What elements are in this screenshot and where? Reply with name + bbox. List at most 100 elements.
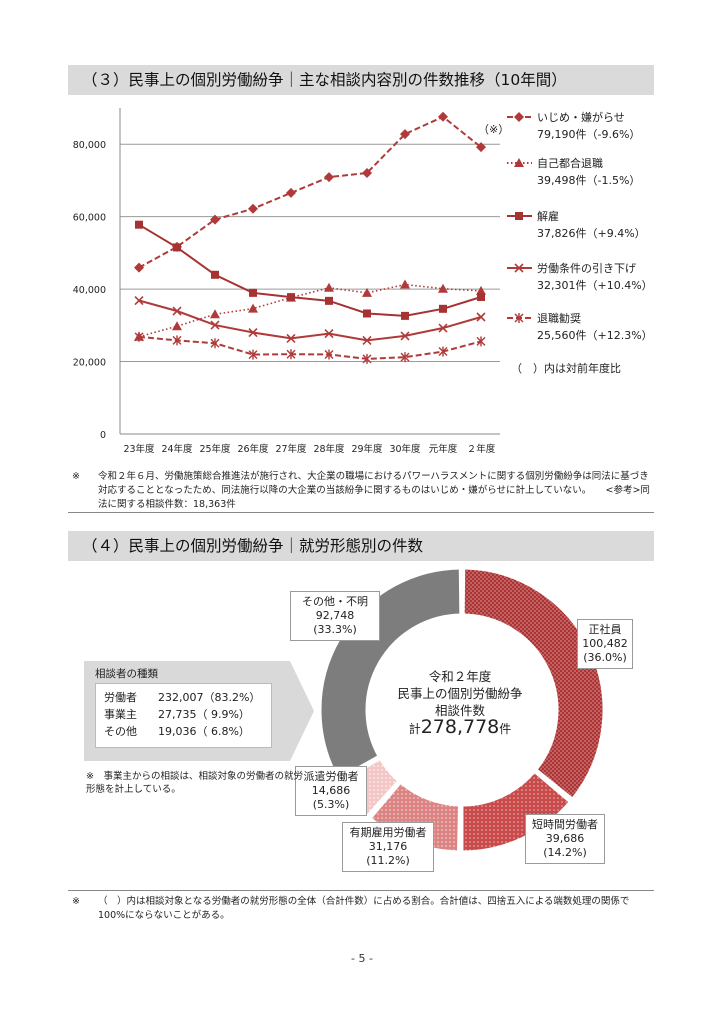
- data-point: [172, 321, 182, 331]
- legend-marker: [515, 212, 523, 220]
- x-tick-label: 24年度: [161, 443, 193, 455]
- section4-title: （４）民事上の個別労働紛争｜就労形態別の件数: [68, 531, 654, 561]
- data-point: [172, 335, 182, 346]
- x-tick-label: 29年度: [351, 443, 383, 455]
- x-tick-label: 26年度: [237, 443, 269, 455]
- data-point: [248, 303, 258, 313]
- data-point: [438, 283, 448, 293]
- data-point: [324, 329, 334, 339]
- x-tick-label: 27年度: [275, 443, 307, 455]
- x-tick-label: 元年度: [429, 443, 458, 455]
- data-point: [210, 338, 220, 349]
- data-point: [324, 172, 334, 183]
- center-line3: 相談件数: [434, 703, 485, 718]
- data-point: [325, 296, 333, 305]
- data-point: [476, 285, 486, 295]
- label-other: その他・不明 92,748 (33.3%): [290, 591, 380, 641]
- center-prefix: 計: [408, 722, 421, 736]
- data-point: [362, 287, 372, 297]
- consultant-row: その他 19,036（ 6.8%）: [104, 725, 250, 738]
- x-tick-label: 28年度: [313, 443, 345, 455]
- data-point: [134, 331, 144, 342]
- legend-detail: 32,301件（+10.4%）: [537, 279, 653, 292]
- center-total: 278,778: [420, 716, 500, 738]
- consultant-note: ※ 事業主からの相談は、相談対象の労働者の就労形態を計上している。: [86, 771, 303, 795]
- legend-detail: 25,560件（+12.3%）: [537, 329, 653, 342]
- data-point: [286, 187, 296, 198]
- data-point: [363, 309, 371, 318]
- data-point: [362, 167, 372, 178]
- series-line-1: [138, 283, 482, 338]
- page-number: - 5 -: [351, 952, 373, 965]
- y-tick-label: 80,000: [73, 140, 106, 151]
- data-point: [401, 311, 409, 320]
- series-line-3: [138, 299, 482, 342]
- divider: [68, 890, 654, 891]
- y-tick-label: 0: [100, 430, 106, 441]
- footnote-mark: ※: [72, 471, 80, 482]
- label-part-time: 短時間労働者 39,686 (14.2%): [525, 814, 605, 864]
- data-point: [134, 262, 144, 273]
- y-tick-label: 20,000: [73, 358, 106, 369]
- data-point: [135, 220, 143, 229]
- series-line-2: [138, 223, 482, 317]
- data-point: [286, 333, 296, 343]
- x-tick-label: 30年度: [389, 443, 421, 455]
- footnote-text: 令和２年６月、労働施策総合推進法が施行され、大企業の職場におけるパワーハラスメン…: [98, 471, 650, 510]
- x-tick-label: 25年度: [199, 443, 231, 455]
- center-line2: 民事上の個別労働紛争: [397, 686, 523, 701]
- data-point: [476, 142, 486, 153]
- data-point: [248, 349, 258, 360]
- footnote-mark: ※: [72, 896, 80, 907]
- y-tick-label: 60,000: [73, 213, 106, 224]
- data-point: [210, 320, 220, 330]
- data-point: [134, 295, 144, 306]
- data-point: [362, 335, 372, 345]
- section3-footnote: ※ 令和２年６月、労働施策総合推進法が施行され、大企業の職場におけるパワーハラス…: [72, 470, 652, 512]
- consultant-type-title: 相談者の種類: [95, 668, 158, 680]
- data-point: [287, 293, 295, 302]
- data-point: [249, 288, 257, 297]
- data-point: [438, 323, 448, 333]
- consultant-row: 労働者 232,007（83.2%）: [104, 691, 261, 704]
- x-tick-label: ２年度: [467, 443, 496, 455]
- data-point: [248, 327, 258, 338]
- data-point: [173, 243, 181, 252]
- chart-note-mark: （※）: [478, 123, 509, 136]
- footnote-text: （ ）内は相談対象となる労働者の就労形態の全体（合計件数）に占める割合。合計値は…: [98, 896, 630, 921]
- donut-slice-regular: [461, 566, 606, 802]
- data-point: [438, 346, 448, 357]
- section4-footnote: ※ （ ）内は相談対象となる労働者の就労形態の全体（合計件数）に占める割合。合計…: [72, 895, 652, 923]
- data-point: [324, 349, 334, 360]
- x-tick-label: 23年度: [123, 443, 155, 455]
- donut-center-text: 令和２年度 民事上の個別労働紛争 相談件数 計278,778件: [380, 668, 540, 738]
- legend-label: 自己都合退職: [537, 156, 603, 170]
- legend-detail: 39,498件（-1.5%）: [537, 174, 640, 187]
- legend-marker: [514, 158, 524, 167]
- legend-label: 退職勧奨: [537, 311, 581, 325]
- data-point: [477, 292, 485, 301]
- line-chart: 0 20,000 40,000 60,000 80,000 23年度 24年度 25年度 26年…: [73, 108, 653, 455]
- data-point: [400, 279, 410, 289]
- legend-label: 労働条件の引き下げ: [537, 261, 636, 275]
- series-line-4: [138, 335, 482, 360]
- divider: [68, 512, 654, 513]
- data-point: [286, 349, 296, 360]
- data-point: [476, 336, 486, 347]
- consultant-row: 事業主 27,735（ 9.9%）: [104, 708, 250, 721]
- legend-label: 解雇: [537, 209, 559, 223]
- data-point: [172, 306, 182, 316]
- y-tick-label: 40,000: [73, 285, 106, 296]
- data-point: [248, 203, 258, 214]
- data-point: [211, 270, 219, 279]
- consultant-type-table: 労働者 232,007（83.2%） 事業主 27,735（ 9.9%） その他 19…: [95, 683, 272, 748]
- data-point: [324, 282, 334, 292]
- legend-label: いじめ・嫌がらせ: [537, 110, 625, 124]
- legend-marker: [514, 313, 524, 323]
- data-point: [439, 304, 447, 313]
- legend-note: （ ）内は対前年度比: [511, 361, 621, 375]
- data-point: [400, 352, 410, 363]
- legend-detail: 37,826件（+9.4%）: [537, 227, 646, 240]
- data-point: [400, 129, 410, 140]
- series-line-0: [138, 115, 482, 269]
